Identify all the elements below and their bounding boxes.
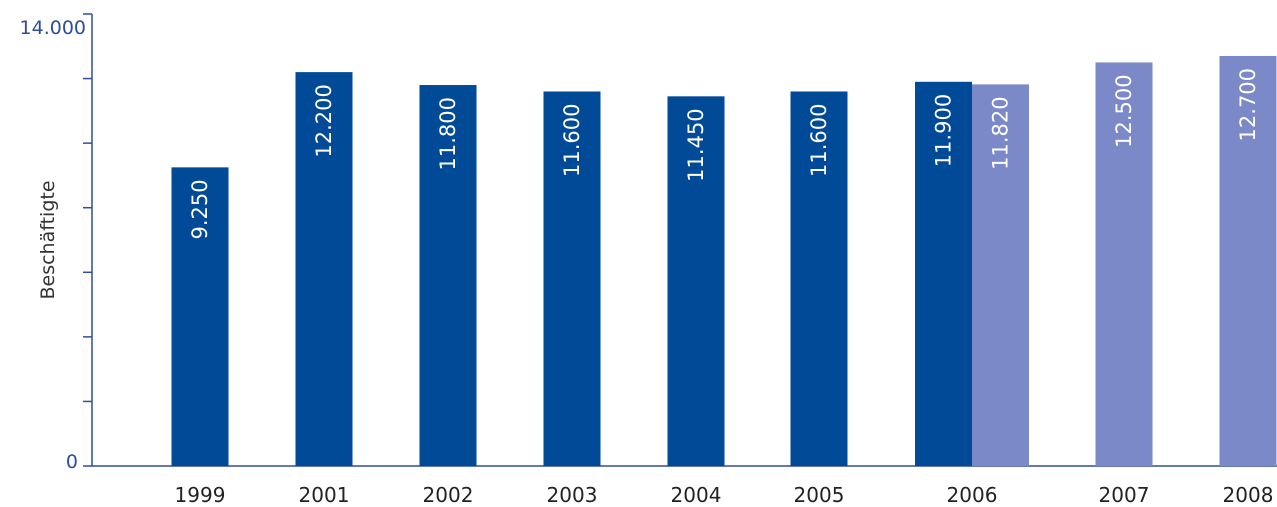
x-tick-label: 2007 <box>1099 483 1150 507</box>
bar <box>1095 62 1153 467</box>
bar <box>1219 55 1277 466</box>
y-axis-label: Beschäftigte <box>37 180 59 299</box>
bar <box>667 96 725 466</box>
x-tick-label: 2006 <box>947 483 998 507</box>
x-tick-label: 2008 <box>1223 483 1274 507</box>
x-tick-label: 2002 <box>423 483 474 507</box>
bar-value-label: 12.700 <box>1236 68 1260 141</box>
x-tick-label: 2004 <box>671 483 722 507</box>
x-tick-label: 1999 <box>175 483 226 507</box>
x-tick-label: 2001 <box>299 483 350 507</box>
chart-labels: 9.250 12.200 11.800 11.600 11.450 11.600 11.90… <box>188 68 1260 240</box>
bar-value-label: 11.450 <box>684 108 708 181</box>
bar-value-label: 11.800 <box>436 97 460 170</box>
x-tick-label: 2005 <box>794 483 845 507</box>
x-tick-label: 2003 <box>547 483 598 507</box>
bar-value-label: 12.200 <box>312 84 336 157</box>
bar <box>419 85 477 467</box>
bar <box>295 72 353 466</box>
bar-value-label: 11.600 <box>807 103 831 176</box>
bar-value-label: 11.900 <box>932 94 956 167</box>
bar <box>543 91 601 466</box>
bar-value-label: 11.600 <box>560 103 584 176</box>
y-tick-label: 0 <box>66 451 78 473</box>
y-tick-label: 14.000 <box>20 17 86 39</box>
bar-value-label: 12.500 <box>1112 74 1136 147</box>
bar-value-label: 11.820 <box>989 96 1013 169</box>
bar <box>915 81 972 467</box>
chart-bars <box>171 55 1277 467</box>
bar <box>790 91 848 466</box>
bar-value-label: 9.250 <box>188 179 212 239</box>
chart-axes: 0 14.000 Beschäftigte 1999 2001 2002 2003 2004 2… <box>20 13 1277 507</box>
bar <box>171 167 229 466</box>
bar <box>972 84 1029 466</box>
